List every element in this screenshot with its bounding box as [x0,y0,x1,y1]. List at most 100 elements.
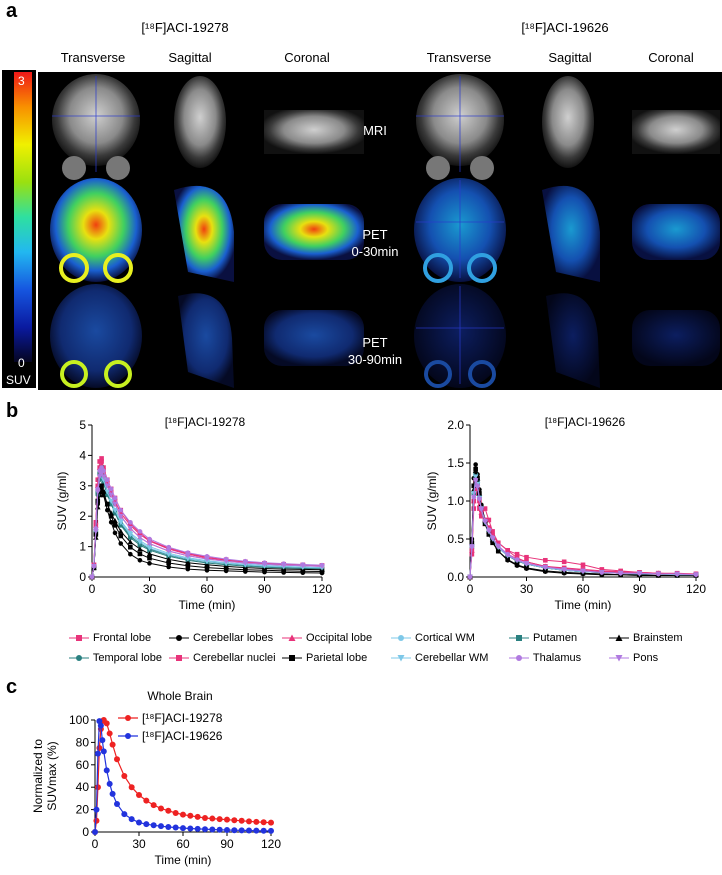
data-point [143,821,150,828]
x-tick-label: 30 [520,582,534,596]
data-point [187,812,194,819]
x-axis-label: Time (min) [155,853,212,867]
y-tick-label: 3 [79,479,86,493]
chart-title: Whole Brain [147,689,212,703]
data-point [136,792,142,799]
chart-aci-19278: 0 1 2 3 4 5 0 30 60 90 120 Time (min) SUV (g/ml) [¹⁸F… [55,415,332,612]
data-point [202,815,208,821]
image-grid [38,72,722,390]
legend-item: Putamen [508,632,577,644]
data-point [92,829,98,835]
y-tick-label: 2 [79,509,86,523]
legend-label: Pons [630,652,659,664]
data-point [617,570,624,576]
data-point [467,574,473,580]
data-point [655,571,662,577]
data-point [477,491,482,496]
data-point [319,564,325,570]
data-point [288,634,296,642]
data-point [105,501,110,507]
data-point [143,797,150,804]
legend-label: Temporal lobe [90,652,162,664]
x-tick-label: 60 [576,582,590,596]
data-point [100,477,107,483]
legend-label: [¹⁸F]ACI-19626 [142,729,223,743]
data-point [91,564,97,570]
data-point [112,507,118,513]
data-point [209,826,216,833]
data-point [118,533,124,539]
tracer-right-title: [¹⁸F]ACI-19626 [521,20,609,35]
colorbar-max: 3 [18,74,25,88]
data-point [260,819,267,826]
x-axis-label: Time (min) [179,598,236,612]
data-point [471,483,477,489]
data-point [478,507,485,513]
data-point [194,813,201,820]
data-point [93,806,100,813]
data-point [114,756,120,763]
data-point [482,519,488,525]
data-point [165,823,172,830]
view-label: Transverse [426,50,492,65]
data-point [524,565,529,571]
series-line [469,478,696,578]
data-point [514,551,520,557]
pet-early-row [50,178,720,283]
data-point [165,552,172,558]
legend-label: Frontal lobe [90,632,152,644]
y-tick-label: 40 [76,780,90,794]
legend-swatch [69,655,89,662]
data-point [137,551,143,557]
x-tick-label: 30 [143,582,157,596]
view-label: Sagittal [168,50,212,65]
data-point [223,558,229,564]
data-point [128,551,133,557]
panel-b-charts: 0 1 2 3 4 5 0 30 60 90 120 Time (min) SUV (g/ml) [¹⁸F… [55,415,706,612]
view-label: Coronal [648,50,694,65]
series-line [469,470,696,578]
data-point [504,552,511,558]
data-point [300,563,306,569]
data-point [104,489,111,495]
data-point [146,541,153,547]
data-point [118,510,124,516]
data-point [121,811,128,818]
data-point [99,483,104,489]
data-point [112,530,118,536]
data-point [128,519,133,525]
chart-title: [¹⁸F]ACI-19278 [165,415,246,429]
legend-swatch [609,634,629,642]
data-point [137,529,143,534]
data-point [108,498,114,504]
data-point [514,562,520,568]
x-axis-label: Time (min) [555,598,612,612]
row-label-pet-early: PET 0-30min [351,227,399,259]
data-point [472,474,479,480]
series-8 [467,466,699,580]
data-point [165,807,172,814]
legend-item: Frontal lobe [68,632,151,644]
data-point [280,562,287,568]
data-point [599,567,605,572]
data-point [253,827,260,834]
data-point [224,816,230,823]
data-point [93,817,100,824]
data-point [137,557,143,563]
data-point [516,655,522,662]
legend-swatch [69,635,89,642]
chart-aci-19626: 0.0 0.5 1.0 1.5 2.0 0 30 60 90 120 Time (min) SUV (… [425,415,706,612]
series-line [469,479,697,578]
data-point [615,655,623,662]
chart-title: [¹⁸F]ACI-19626 [545,415,626,429]
legend-label: Cerebellar WM [412,652,489,664]
data-point [94,784,101,791]
data-point [693,572,699,578]
data-point [514,557,520,564]
x-tick-label: 90 [220,837,234,851]
data-point [137,539,143,545]
data-point [137,532,143,537]
data-point [486,532,492,537]
y-axis-label: SUV (g/ml) [425,472,439,531]
legend-item: Temporal lobe [68,652,162,664]
